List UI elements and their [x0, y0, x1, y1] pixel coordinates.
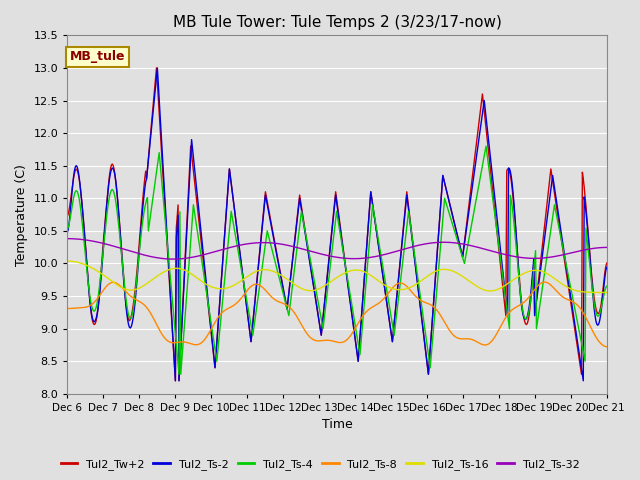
Text: MB_tule: MB_tule: [70, 50, 125, 63]
Title: MB Tule Tower: Tule Temps 2 (3/23/17-now): MB Tule Tower: Tule Temps 2 (3/23/17-now…: [173, 15, 502, 30]
Legend: Tul2_Tw+2, Tul2_Ts-2, Tul2_Ts-4, Tul2_Ts-8, Tul2_Ts-16, Tul2_Ts-32: Tul2_Tw+2, Tul2_Ts-2, Tul2_Ts-4, Tul2_Ts…: [56, 455, 584, 474]
X-axis label: Time: Time: [322, 419, 353, 432]
Y-axis label: Temperature (C): Temperature (C): [15, 164, 28, 265]
